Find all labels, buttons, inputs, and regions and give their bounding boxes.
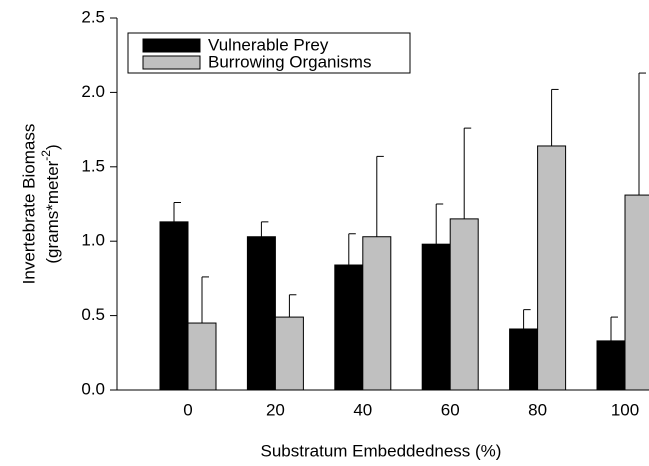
y-label-suffix: ) [43, 144, 62, 150]
bar [159, 221, 189, 391]
y-axis-label: Invertebrate Biomass (grams*meter-2) [19, 124, 62, 285]
bar [334, 264, 364, 391]
x-tick-label: 0 [183, 400, 192, 419]
y-tick-label: 0.0 [81, 379, 105, 398]
y-tick-label: 0.5 [81, 305, 105, 324]
x-tick-label: 60 [441, 400, 460, 419]
bar [421, 243, 451, 391]
y-label-unit: (grams*meter [43, 160, 62, 263]
bar [624, 194, 649, 391]
bar [449, 218, 479, 391]
x-tick-label: 20 [266, 400, 285, 419]
y-tick-label: 1.5 [81, 156, 105, 175]
x-axis-label: Substratum Embeddedness (%) [261, 441, 502, 460]
legend-swatch [142, 38, 201, 53]
x-tick-label: 100 [611, 400, 639, 419]
bar [246, 236, 276, 391]
legend-label: Burrowing Organisms [208, 52, 371, 71]
bar [274, 316, 304, 391]
y-axis-label-line2: (grams*meter-2) [39, 144, 62, 263]
x-tick-label: 80 [528, 400, 547, 419]
bar [596, 340, 626, 391]
y-tick-label: 1.0 [81, 231, 105, 250]
legend-swatch [142, 55, 201, 70]
bar [187, 322, 217, 391]
legend-label: Vulnerable Prey [208, 35, 329, 54]
y-axis-label-line1: Invertebrate Biomass [19, 124, 38, 285]
x-tick-label: 40 [353, 400, 372, 419]
y-tick-label: 2.0 [81, 82, 105, 101]
bar [537, 145, 567, 391]
y-label-superscript: -2 [39, 150, 53, 161]
y-tick-label: 2.5 [81, 7, 105, 26]
bar [509, 328, 539, 391]
bar [362, 236, 392, 391]
